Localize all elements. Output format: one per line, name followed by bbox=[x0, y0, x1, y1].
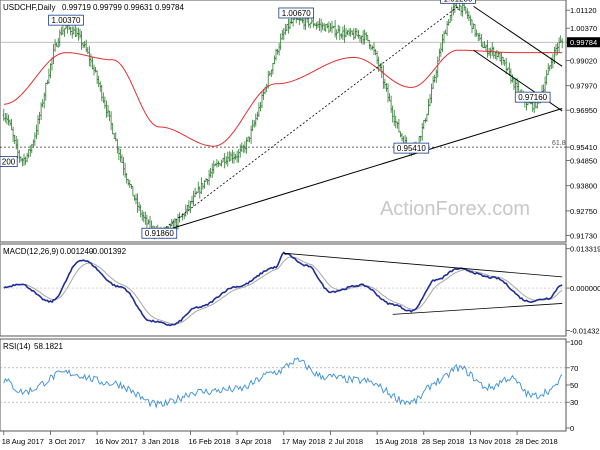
current-price-tag bbox=[567, 37, 600, 48]
rsi-value: 58.1821 bbox=[34, 342, 63, 351]
price-y-tick-label: 0.96950 bbox=[570, 106, 597, 115]
price-label-text: 0.97160 bbox=[518, 93, 547, 102]
rsi-y-tick-label: 70 bbox=[570, 364, 578, 373]
macd-value: 0.001240 bbox=[60, 247, 94, 256]
price-label: 1.01280 bbox=[440, 0, 476, 4]
rsi-y-tick-label: 50 bbox=[570, 381, 578, 390]
price-label: 1.00370 bbox=[48, 14, 84, 26]
price-y-tick-label: 0.93800 bbox=[570, 182, 597, 191]
macd-signal-value: -0.001392 bbox=[90, 247, 127, 256]
high-value: 0.99799 bbox=[93, 3, 122, 12]
x-tick-label: 3 Oct 2017 bbox=[48, 437, 85, 446]
macd-plot bbox=[0, 251, 566, 327]
rsi-line bbox=[3, 357, 563, 409]
price-label-box bbox=[48, 14, 84, 26]
price-label-text: 200 bbox=[2, 158, 16, 167]
rsi-y-tick-label: 100 bbox=[570, 338, 583, 347]
x-tick-label: 13 Nov 2018 bbox=[468, 437, 511, 446]
price-label-box bbox=[141, 227, 178, 239]
open-value: 0.99719 bbox=[62, 3, 91, 12]
price-trendline bbox=[473, 5, 563, 67]
price-y-tick-label: 1.00370 bbox=[570, 24, 597, 33]
ohlc-bar bbox=[561, 38, 564, 49]
price-y-tick-label: 1.01120 bbox=[570, 6, 597, 15]
price-y-tick-label: 0.97970 bbox=[570, 82, 597, 91]
macd-title: MACD(12,26,9) bbox=[3, 247, 59, 256]
price-label-text: 1.00370 bbox=[52, 16, 81, 25]
price-label-box bbox=[278, 7, 315, 19]
rsi-y-tick-label: 0 bbox=[570, 424, 574, 433]
price-label-text: 1.00670 bbox=[282, 9, 311, 18]
price-trendline bbox=[159, 108, 563, 233]
price-y-tick-label: 0.99020 bbox=[570, 57, 597, 66]
low-value: 0.99631 bbox=[124, 3, 153, 12]
price-y-tick-label: 0.95410 bbox=[570, 143, 597, 152]
price-plot: 61.8 1.00370 1.00670 1.01280 0.97160 0.95410 0… bbox=[0, 0, 566, 240]
macd-line bbox=[3, 251, 563, 327]
macd-panel-frame bbox=[0, 243, 567, 337]
price-label: 0.91860 bbox=[141, 227, 178, 239]
fib-label: 61.8 bbox=[552, 140, 566, 147]
x-tick-label: 16 Nov 2017 bbox=[95, 437, 138, 446]
price-label: 0.95410 bbox=[393, 142, 430, 154]
macd-y-tick-label: 0.013319 bbox=[570, 245, 600, 254]
rsi-y-tick-label: 30 bbox=[570, 398, 578, 407]
watermark: ActionForex.com bbox=[380, 198, 530, 220]
price-y-tick-label: 0.99784 bbox=[570, 38, 597, 47]
x-tick-label: 18 Aug 2017 bbox=[2, 437, 44, 446]
x-tick-label: 28 Dec 2018 bbox=[515, 437, 558, 446]
symbol-label: USDCHF,Daily bbox=[3, 3, 55, 12]
close-value: 0.99784 bbox=[155, 3, 184, 12]
price-label: 200 bbox=[0, 156, 18, 167]
x-tick-label: 15 Aug 2018 bbox=[375, 437, 417, 446]
price-label-box bbox=[440, 0, 476, 4]
price-label-box bbox=[514, 91, 551, 103]
x-tick-label: 17 May 2018 bbox=[282, 437, 325, 446]
x-tick-label: 3 Apr 2018 bbox=[235, 437, 271, 446]
price-label: 1.00670 bbox=[278, 7, 315, 19]
x-tick-label: 16 Feb 2018 bbox=[188, 437, 230, 446]
price-label-box bbox=[393, 142, 430, 154]
x-tick-label: 3 Jan 2018 bbox=[142, 437, 179, 446]
moving-average-line bbox=[3, 49, 563, 147]
macd-trendline bbox=[283, 252, 563, 278]
macd-y-tick-label: 0.000000 bbox=[570, 284, 600, 293]
price-trendline bbox=[159, 6, 459, 233]
axes: 1.01120 1.00370 0.99784 0.99020 0.97970 0.969… bbox=[2, 6, 600, 446]
price-y-tick-label: 0.92750 bbox=[570, 207, 597, 216]
price-y-tick-label: 0.91730 bbox=[570, 231, 597, 240]
x-tick-label: 2 Jul 2018 bbox=[328, 437, 363, 446]
price-y-tick-label: 0.94850 bbox=[570, 157, 597, 166]
x-tick-label: 28 Sep 2018 bbox=[422, 437, 465, 446]
price-label-text: 1.01280 bbox=[444, 0, 473, 3]
price-label-text: 0.91860 bbox=[145, 229, 174, 238]
macd-y-tick-label: -0.014323 bbox=[570, 326, 600, 335]
rsi-title: RSI(14) bbox=[3, 342, 31, 351]
price-label: 0.97160 bbox=[514, 91, 551, 103]
rsi-plot bbox=[0, 357, 566, 409]
price-panel-frame bbox=[0, 0, 567, 243]
macd-trendline bbox=[392, 303, 563, 315]
price-label-text: 0.95410 bbox=[397, 144, 426, 153]
price-label-box bbox=[0, 156, 18, 167]
